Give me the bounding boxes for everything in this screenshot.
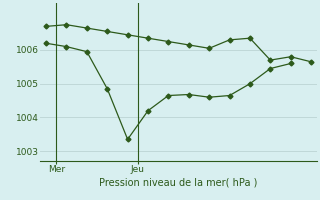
- X-axis label: Pression niveau de la mer( hPa ): Pression niveau de la mer( hPa ): [100, 177, 258, 187]
